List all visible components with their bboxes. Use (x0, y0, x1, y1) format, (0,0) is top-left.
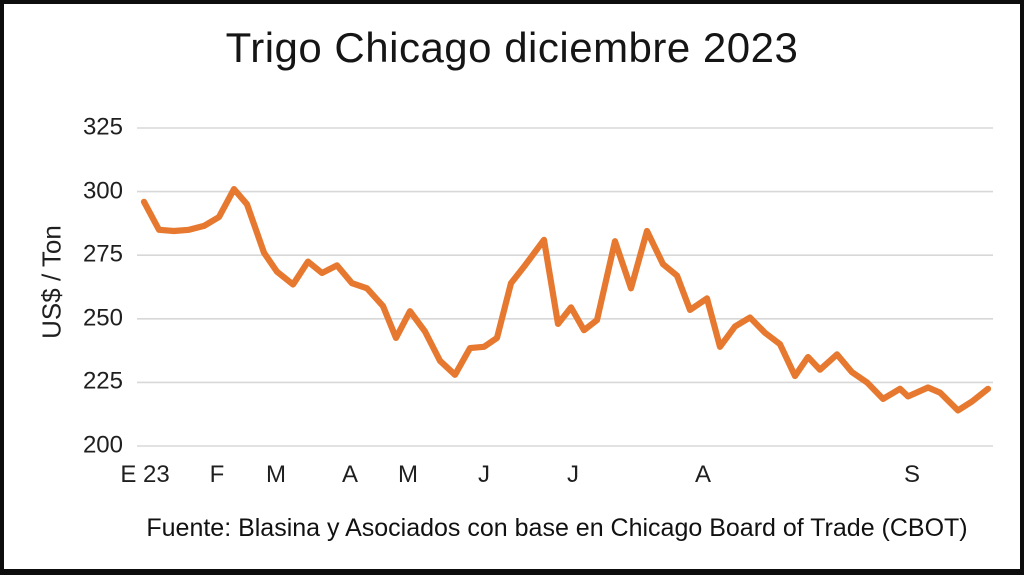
x-tick-label: J (567, 461, 579, 488)
x-tick-label: A (694, 461, 712, 488)
x-tick-label: E 23 (120, 461, 170, 488)
x-tick-label: M (266, 461, 286, 488)
y-tick-label: 275 (82, 240, 123, 268)
y-tick-label: 250 (82, 304, 123, 332)
x-tick-label: J (478, 461, 490, 488)
source-note: Fuente: Blasina y Asociados con base en … (146, 514, 968, 542)
x-tick-label: S (903, 461, 921, 488)
chart-title: Trigo Chicago diciembre 2023 (225, 24, 799, 71)
x-tick-label: F (209, 461, 225, 488)
y-tick-label: 300 (82, 177, 123, 205)
y-tick-label: 325 (82, 113, 123, 141)
y-tick-label: 225 (82, 367, 123, 395)
x-tick-label: A (341, 461, 359, 488)
price-line (140, 186, 992, 414)
x-tick-label: M (398, 461, 418, 488)
y-tick-label: 200 (82, 431, 123, 459)
